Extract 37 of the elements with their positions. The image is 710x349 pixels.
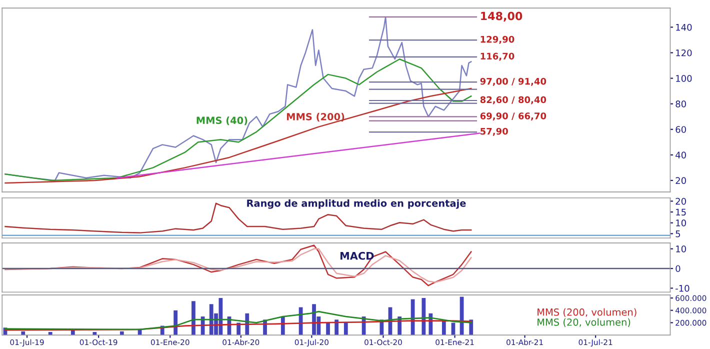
y-tick-label: -10 — [676, 284, 690, 292]
text: MMS (200, volumen) — [538, 308, 636, 317]
ref-line-label: 82,60 / 80,40 — [480, 96, 546, 104]
chart-title: Rango de amplitud medio en porcentaje — [247, 199, 466, 209]
y-tick-label: 10 — [676, 220, 686, 226]
ref-line-label: 116,70 — [480, 52, 514, 61]
text: MMS (20, volumen) — [538, 318, 630, 327]
bar — [192, 301, 196, 336]
line-series — [4, 58, 472, 182]
annotation: MMS (40) — [196, 116, 248, 126]
line-series — [4, 310, 472, 330]
y-tick-label: 80 — [676, 100, 686, 108]
ref-line-label: 69,90 / 66,70 — [480, 112, 546, 120]
ref-line-label: 129,90 — [480, 36, 514, 44]
y-tick-label: 40 — [676, 152, 686, 158]
annotation: MACD — [340, 252, 374, 260]
bar — [174, 310, 178, 336]
line-series — [4, 88, 472, 184]
bar — [422, 298, 426, 336]
ref-line-label: 97,00 / 91,40 — [480, 78, 546, 86]
y-tick-label: 20 — [676, 198, 686, 205]
annotation: MMS (200) — [286, 112, 344, 122]
y-tick-label: 15 — [676, 208, 686, 216]
bar — [326, 322, 330, 336]
bar — [344, 322, 348, 336]
y-tick-label: 120 — [676, 49, 692, 56]
y-tick-label: 0 — [676, 265, 680, 272]
y-tick-label: 20 — [676, 177, 686, 184]
y-tick-label: 140 — [676, 24, 692, 31]
y-tick-label: 10 — [676, 246, 686, 252]
ref-line-label: 148,00 — [481, 12, 522, 22]
y-tick-label: 100 — [676, 75, 692, 82]
y-tick-label: 5 — [676, 230, 680, 238]
line-series — [4, 320, 472, 331]
bar — [334, 320, 339, 336]
y-tick-label: 60 — [676, 126, 686, 133]
ref-line-label: 57,90 — [480, 128, 508, 136]
